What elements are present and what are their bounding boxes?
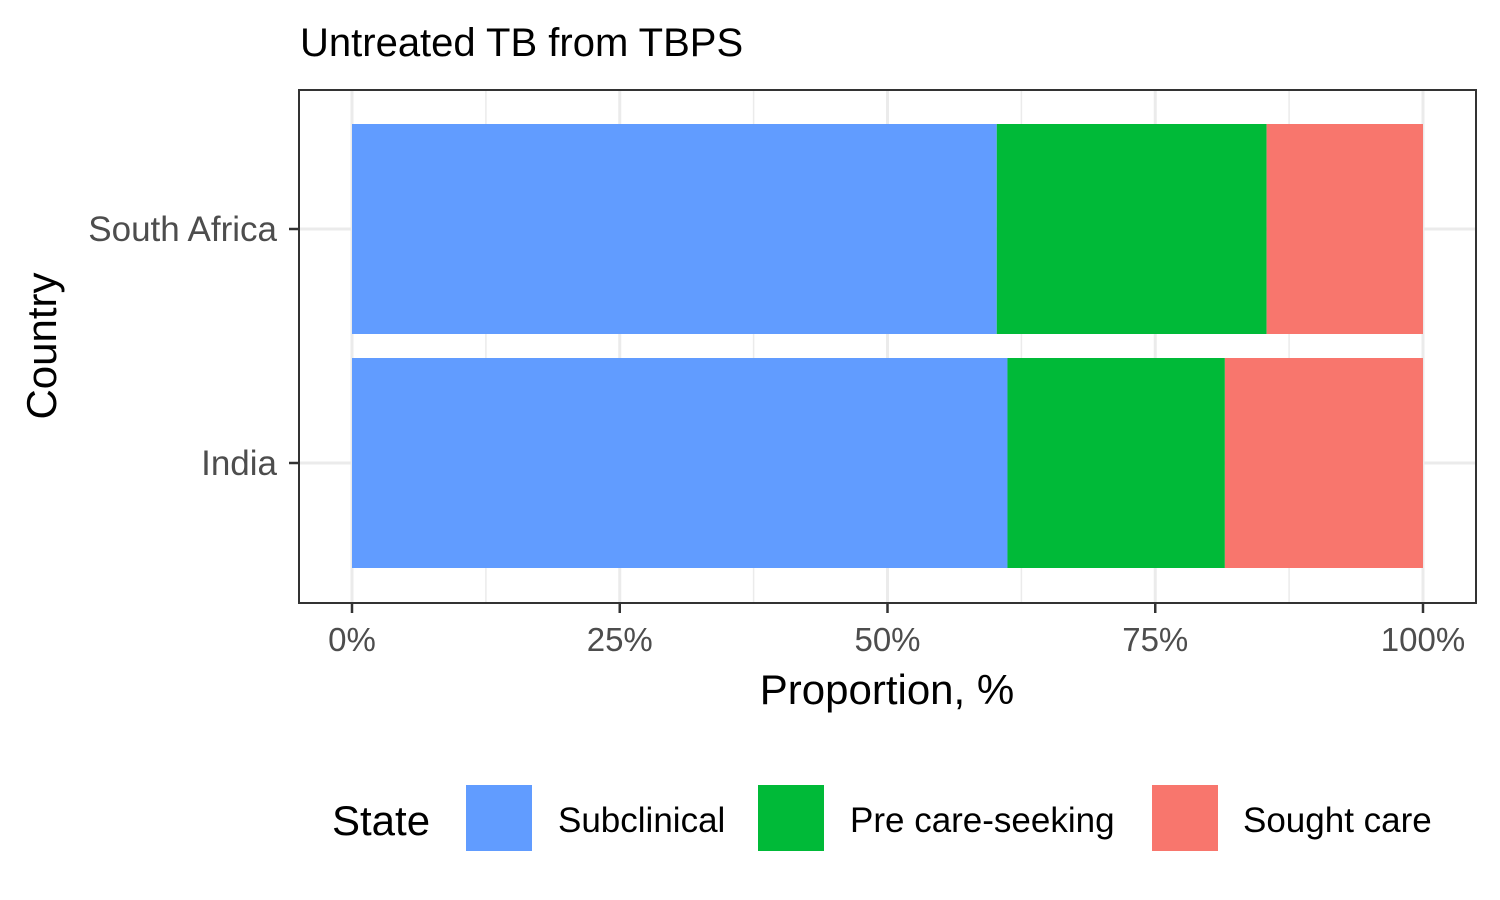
x-axis: 0% 25% 50% 75% 100% [328,603,1465,658]
x-axis-title: Proportion, % [760,666,1014,713]
bar-south-africa-sought-care [1266,124,1423,334]
y-tick-label: India [201,444,277,483]
x-tick-label: 100% [1381,621,1465,658]
x-tick-label: 75% [1122,621,1188,658]
bars-group [352,124,1423,568]
x-tick-label: 0% [328,621,376,658]
legend-label: Pre care-seeking [850,801,1115,840]
bar-south-africa-pre-care-seeking [996,124,1267,334]
legend-title: State [332,797,430,844]
y-axis-title: Country [18,272,65,419]
chart-title: Untreated TB from TBPS [300,21,743,65]
legend-key-sought-care [1152,785,1218,851]
legend-key-pre-care-seeking [758,785,824,851]
bar-south-africa-subclinical [352,124,997,334]
x-tick-label: 50% [854,621,920,658]
bar-india-pre-care-seeking [1007,358,1225,568]
legend-label: Sought care [1243,801,1432,840]
y-axis: India South Africa [88,210,299,483]
bar-india-sought-care [1224,358,1423,568]
legend: State Subclinical Pre care-seeking Sought … [332,785,1432,851]
y-tick-label: South Africa [88,210,277,249]
legend-label: Subclinical [558,801,725,840]
legend-key-subclinical [466,785,532,851]
x-tick-label: 25% [587,621,653,658]
bar-india-subclinical [352,358,1008,568]
